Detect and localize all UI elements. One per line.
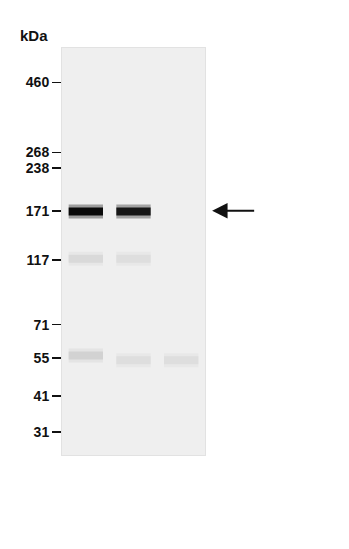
- svg-text:55: 55: [34, 350, 50, 366]
- svg-text:41: 41: [34, 388, 50, 404]
- svg-text:460: 460: [26, 74, 50, 90]
- svg-text:71: 71: [34, 317, 50, 333]
- svg-text:kDa: kDa: [20, 27, 48, 44]
- svg-text:31: 31: [34, 424, 50, 440]
- svg-text:117: 117: [27, 252, 50, 268]
- svg-text:171: 171: [26, 203, 50, 219]
- svg-text:238: 238: [26, 160, 50, 176]
- svg-text:268: 268: [26, 144, 50, 160]
